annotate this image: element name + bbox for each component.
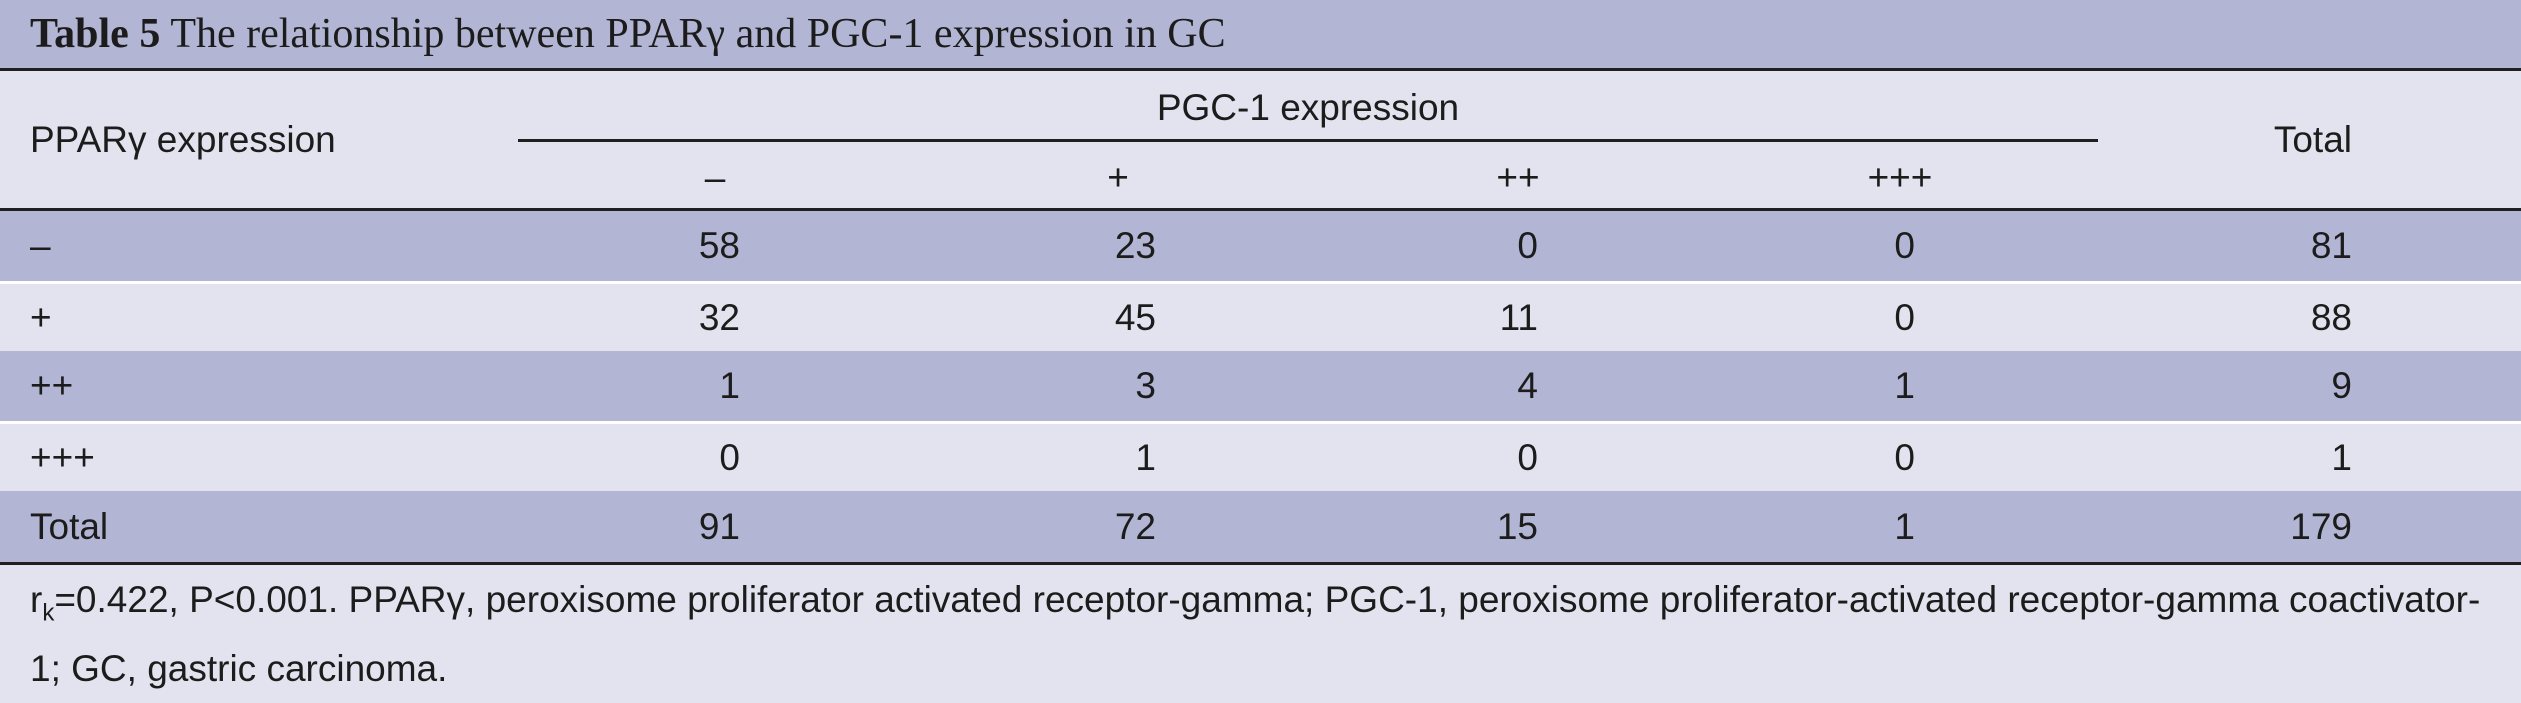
cell-value: 0 [1517,225,1538,266]
cell-value: 0 [1894,436,1915,478]
cell-value: 11 [1499,296,1538,338]
cell-value: 1 [719,365,740,406]
table-row: ++ 1 3 4 1 9 [0,351,2521,421]
cell-value: 4 [1517,365,1538,406]
row-label: – [30,225,51,266]
row-label: +++ [30,436,95,478]
cell-value: 0 [719,436,740,478]
cell-value: 1 [1135,436,1156,478]
column-group-header: PGC-1 expression [1156,87,1460,128]
cell-value: 91 [698,505,740,547]
table-bottom-rule [0,562,2521,565]
header-top-rule [0,68,2521,71]
subcolumn-header-double-plus: ++ [1496,157,1540,198]
cell-value: 1 [1894,365,1915,406]
cell-value: 32 [698,296,740,338]
cell-value: 3 [1135,365,1156,406]
header-bottom-rule [0,208,2521,211]
footnote-r-subscript: k [42,599,55,627]
total-column-header: Total [2273,119,2352,160]
table-row-total: Total 91 72 15 1 179 [0,491,2521,562]
cell-value: 58 [698,225,740,266]
cell-value: 45 [1114,296,1156,338]
cell-value: 72 [1114,505,1156,547]
cell-total: 81 [2310,225,2352,266]
table-row: – 58 23 0 0 81 [0,211,2521,281]
cell-value: 23 [1114,225,1156,266]
table-row: +++ 0 1 0 0 1 [0,421,2521,491]
column-group-rule [518,139,2098,142]
cell-value: 0 [1894,296,1915,338]
table-caption-label: Table 5 [30,11,161,57]
row-label: + [30,296,52,338]
footnote-text: =0.422, P<0.001. PPARγ, peroxisome proli… [30,579,2481,690]
row-header-label: PPARγ expression [30,119,336,160]
subcolumn-header-negative: – [704,157,726,198]
cell-value: 15 [1496,505,1538,547]
cell-total: 1 [2331,436,2352,478]
table-caption-text: The relationship between PPARγ and PGC-1… [170,11,1226,57]
subcolumn-header-triple-plus: +++ [1867,157,1933,198]
cell-total: 179 [2290,505,2352,547]
cell-total: 9 [2331,365,2352,406]
table-caption: Table 5 The relationship between PPARγ an… [0,0,2521,68]
table-footnote: rk=0.422, P<0.001. PPARγ, peroxisome pro… [30,572,2490,697]
table-row: + 32 45 11 0 88 [0,281,2521,351]
cell-value: 0 [1894,225,1915,266]
cell-total: 88 [2310,296,2352,338]
row-label: ++ [30,365,74,406]
row-label: Total [30,505,109,547]
footnote-r-symbol: r [30,579,43,620]
subcolumn-header-plus: + [1107,157,1129,198]
cell-value: 1 [1894,505,1915,547]
cell-value: 0 [1517,436,1538,478]
